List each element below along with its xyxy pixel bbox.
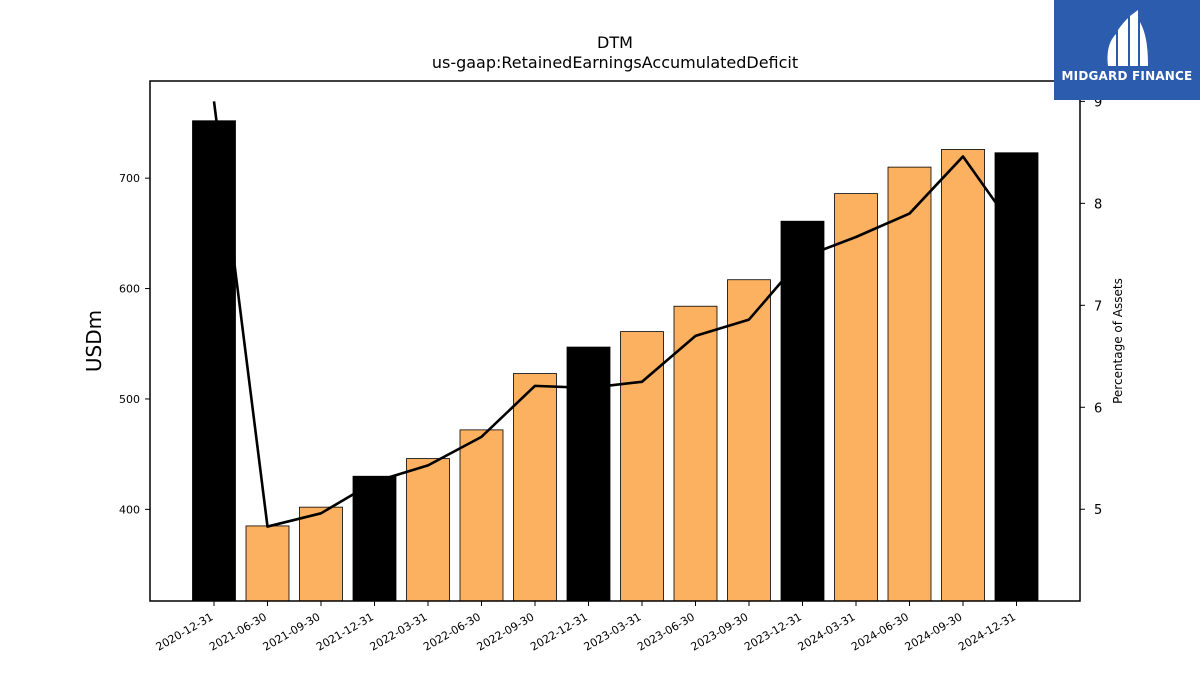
y2-tick-label: 9 xyxy=(1094,95,1102,110)
x-tick-label: 2023-12-31 xyxy=(742,610,804,653)
bar-2024-06-30 xyxy=(887,166,932,602)
bar-2022-09-30 xyxy=(513,373,557,602)
y-tick-label: 700 xyxy=(119,172,140,185)
midgard-logo-icon xyxy=(1107,10,1148,66)
y2-tick-label: 8 xyxy=(1094,197,1102,212)
logo-text: MIDGARD FINANCE xyxy=(1061,69,1193,83)
x-tick-label: 2022-12-31 xyxy=(528,610,590,653)
y2-tick-label: 7 xyxy=(1094,299,1102,314)
midgard-finance-logo: MIDGARD FINANCE xyxy=(1054,0,1200,100)
x-tick-label: 2022-03-31 xyxy=(368,610,430,653)
x-tick-label: 2023-03-31 xyxy=(582,610,644,653)
y2-tick-label: 6 xyxy=(1094,401,1102,416)
x-tick-label: 2022-09-30 xyxy=(475,610,537,653)
bar-2023-03-31 xyxy=(620,331,664,602)
percentage-line xyxy=(212,101,1018,528)
plot-frame xyxy=(149,80,1081,602)
x-tick-label: 2023-09-30 xyxy=(689,610,751,653)
y-tick-label: 600 xyxy=(119,283,140,296)
bar-2024-03-31 xyxy=(834,193,878,602)
x-axis: 2020-12-312021-06-302021-09-302021-12-31… xyxy=(154,601,1018,654)
bar-2021-06-30 xyxy=(245,525,290,602)
y2-axis-label: Percentage of Assets xyxy=(1111,278,1125,404)
x-tick-label: 2023-06-30 xyxy=(635,610,697,653)
x-tick-label: 2024-03-31 xyxy=(796,610,858,653)
x-tick-label: 2024-12-31 xyxy=(956,610,1018,653)
bar-2023-06-30 xyxy=(673,305,718,602)
x-tick-label: 2022-06-30 xyxy=(421,610,483,653)
chart-title: DTM xyxy=(597,33,633,52)
x-tick-label: 2020-12-31 xyxy=(154,610,216,653)
bar-2021-12-31 xyxy=(352,475,397,602)
bar-2022-03-31 xyxy=(406,458,450,602)
x-tick-label: 2024-09-30 xyxy=(903,610,965,653)
line-layer xyxy=(212,101,1018,528)
x-tick-label: 2021-09-30 xyxy=(261,610,323,653)
y-axis-right: 5 6 7 8 9 xyxy=(1080,95,1102,518)
x-tick-label: 2021-12-31 xyxy=(314,610,376,653)
chart-subtitle: us-gaap:RetainedEarningsAccumulatedDefic… xyxy=(432,53,798,72)
y2-tick-label: 5 xyxy=(1094,503,1102,518)
bar-2020-12-31 xyxy=(192,120,236,602)
x-tick-label: 2024-06-30 xyxy=(849,610,911,653)
y-axis-label: USDm xyxy=(82,310,106,372)
bar-2023-09-30 xyxy=(727,279,771,602)
bar-2024-12-31 xyxy=(994,152,1039,602)
y-tick-label: 400 xyxy=(119,503,140,516)
bar-group xyxy=(192,120,1039,602)
bar-2021-09-30 xyxy=(299,506,343,602)
bar-2022-12-31 xyxy=(566,346,611,602)
bar-2022-06-30 xyxy=(459,429,504,602)
x-tick-label: 2021-06-30 xyxy=(207,610,269,653)
bar-2024-09-30 xyxy=(941,149,985,602)
y-tick-label: 500 xyxy=(119,393,140,406)
y-axis-left: 400 500 600 700 xyxy=(119,172,150,516)
bar-2023-12-31 xyxy=(780,220,825,602)
